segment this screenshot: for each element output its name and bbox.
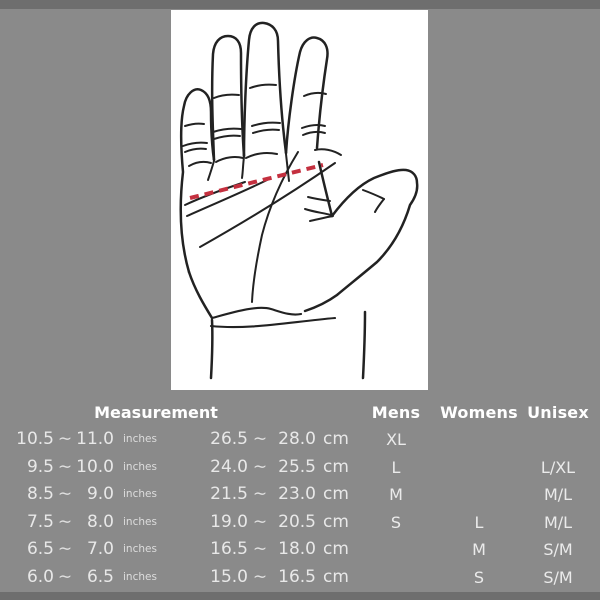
tilde-separator: ∼ xyxy=(57,511,73,532)
inches-min: 6.0 xyxy=(26,566,54,587)
cm-unit-label: cm xyxy=(323,539,349,559)
unisex-size: L/XL xyxy=(540,457,576,477)
hand-diagram-panel xyxy=(171,10,428,390)
cm-max: 23.0 xyxy=(278,484,316,504)
inches-min: 10.5 xyxy=(16,429,54,449)
inches-unit-label: inches xyxy=(123,515,157,528)
inches-min: 6.5 xyxy=(26,539,54,559)
table-row: 7.5 ∼ 8.0 inches 19.0 ∼ 20.5 cm S L M/L xyxy=(0,509,600,537)
womens-size xyxy=(436,454,522,482)
table-row: 9.5 ∼ 10.0 inches 24.0 ∼ 25.5 cm L L/XL xyxy=(0,454,600,482)
palm-crease-lines xyxy=(182,83,342,303)
inches-unit-label: inches xyxy=(123,543,157,555)
inches-min: 8.5 xyxy=(26,484,54,504)
table-row: 8.5 ∼ 9.0 inches 21.5 ∼ 23.0 cm M M/L xyxy=(0,481,600,509)
cm-unit-label: cm xyxy=(323,484,349,504)
inches-max: 10.0 xyxy=(76,456,114,477)
table-row: 6.5 ∼ 7.0 inches 16.5 ∼ 18.0 cm M S/M xyxy=(0,536,600,564)
mens-size xyxy=(356,536,436,564)
tilde-separator: ∼ xyxy=(252,511,268,532)
cm-min: 15.0 xyxy=(210,566,248,587)
cm-unit-label: cm xyxy=(323,456,349,477)
inches-min: 7.5 xyxy=(26,511,54,532)
womens-header: Womens xyxy=(440,403,518,422)
tilde-separator: ∼ xyxy=(57,429,73,449)
inches-unit-label: inches xyxy=(123,570,157,583)
inches-max: 9.0 xyxy=(86,484,114,504)
inches-unit-label: inches xyxy=(123,488,157,500)
womens-size xyxy=(436,481,522,509)
table-header-row: Measurement Mens Womens Unisex xyxy=(0,400,600,426)
table-row: 6.0 ∼ 6.5 inches 15.0 ∼ 16.5 cm S S/M xyxy=(0,564,600,592)
unisex-size: M/L xyxy=(543,485,573,504)
cm-max: 25.5 xyxy=(278,456,316,477)
measurement-dash-line xyxy=(189,163,324,200)
womens-size: L xyxy=(474,512,484,532)
tilde-separator: ∼ xyxy=(57,566,73,587)
unisex-header: Unisex xyxy=(527,403,589,422)
cm-min: 19.0 xyxy=(210,511,248,532)
cm-max: 20.5 xyxy=(278,511,316,532)
womens-size xyxy=(436,426,522,454)
mens-size: XL xyxy=(386,430,406,449)
tilde-separator: ∼ xyxy=(252,566,268,587)
cm-unit-label: cm xyxy=(323,511,349,532)
tilde-separator: ∼ xyxy=(252,456,268,477)
unisex-size: S/M xyxy=(543,540,573,559)
cm-max: 28.0 xyxy=(278,429,316,449)
cm-max: 18.0 xyxy=(278,539,316,559)
table-row: 10.5 ∼ 11.0 inches 26.5 ∼ 28.0 cm XL xyxy=(0,426,600,454)
mens-size: L xyxy=(391,457,401,477)
inches-max: 8.0 xyxy=(86,511,114,532)
measurement-header: Measurement xyxy=(94,403,218,422)
cm-unit-label: cm xyxy=(323,429,349,449)
cm-min: 21.5 xyxy=(210,484,248,504)
inches-max: 7.0 xyxy=(86,539,114,559)
cm-unit-label: cm xyxy=(323,566,349,587)
mens-header: Mens xyxy=(371,403,421,422)
inches-unit-label: inches xyxy=(123,433,157,445)
inches-unit-label: inches xyxy=(123,460,157,473)
mens-size: S xyxy=(390,512,402,532)
womens-size: S xyxy=(473,567,485,587)
top-border-strip xyxy=(0,0,600,9)
tilde-separator: ∼ xyxy=(57,484,73,504)
tilde-separator: ∼ xyxy=(252,539,268,559)
hand-illustration xyxy=(179,21,419,380)
mens-size: M xyxy=(389,485,403,504)
inches-max: 6.5 xyxy=(86,566,114,587)
tilde-separator: ∼ xyxy=(57,456,73,477)
cm-min: 24.0 xyxy=(210,456,248,477)
unisex-size: S/M xyxy=(543,567,573,587)
unisex-size: M/L xyxy=(543,512,573,532)
size-chart-table: Measurement Mens Womens Unisex 10.5 ∼ 11… xyxy=(0,400,600,591)
womens-size: M xyxy=(472,540,486,559)
cm-max: 16.5 xyxy=(278,566,316,587)
hand-outline xyxy=(179,21,419,380)
bottom-border-strip xyxy=(0,592,600,600)
tilde-separator: ∼ xyxy=(252,484,268,504)
inches-min: 9.5 xyxy=(26,456,54,477)
inches-max: 11.0 xyxy=(76,429,114,449)
mens-size xyxy=(356,564,436,592)
unisex-size xyxy=(522,426,594,454)
tilde-separator: ∼ xyxy=(57,539,73,559)
tilde-separator: ∼ xyxy=(252,429,268,449)
cm-min: 26.5 xyxy=(210,429,248,449)
cm-min: 16.5 xyxy=(210,539,248,559)
